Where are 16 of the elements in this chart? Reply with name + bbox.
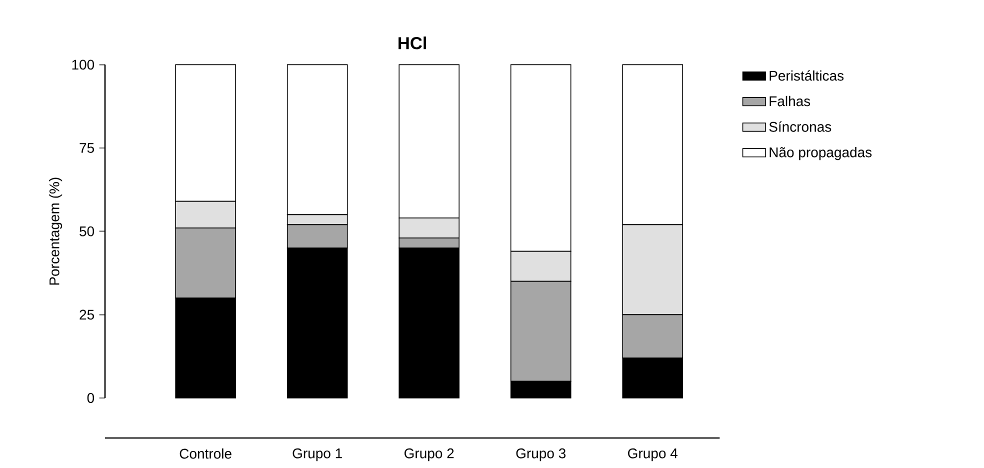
- y-tick-label: 75: [80, 143, 94, 153]
- x-tick-label: Grupo 2: [404, 448, 454, 462]
- y-tick-label: 100: [72, 60, 94, 70]
- y-tick-label: 25: [80, 310, 94, 320]
- legend-label: Síncronas: [769, 121, 832, 132]
- y-axis-title: Porcentagem (%): [49, 178, 62, 285]
- y-tick-label: 50: [80, 226, 94, 236]
- legend-label: Peristálticas: [770, 70, 844, 81]
- legend-label: Não propagadas: [770, 147, 872, 160]
- y-tick-label: 0: [87, 393, 94, 403]
- legend-label: Falhas: [770, 96, 810, 106]
- x-tick-label: Grupo 3: [516, 448, 566, 462]
- chart-title: HCl: [398, 36, 426, 50]
- x-tick-label: Grupo 1: [292, 448, 342, 462]
- x-tick-label: Controle: [180, 448, 232, 459]
- x-tick-label: Grupo 4: [628, 448, 678, 462]
